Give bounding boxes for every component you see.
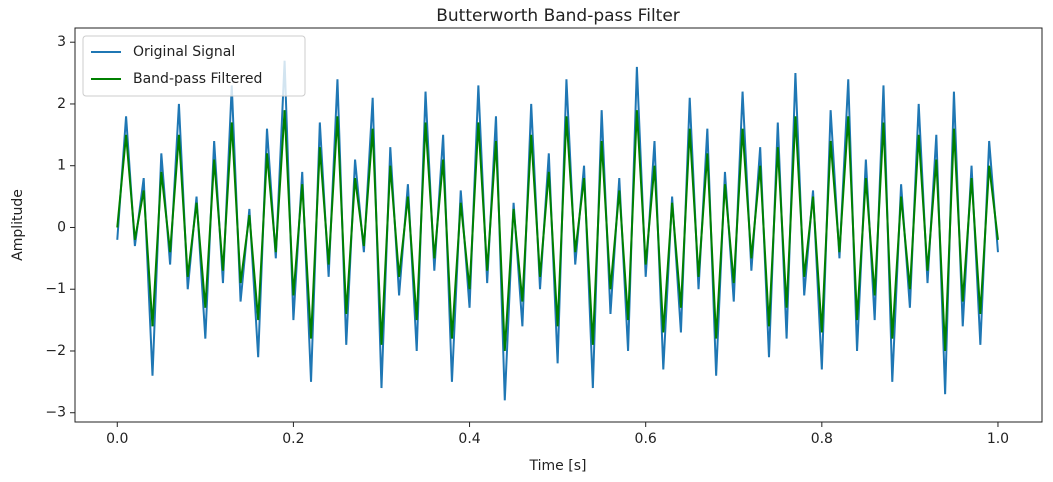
x-axis-label: Time [s] [529, 458, 587, 474]
x-tick-label: 0.6 [635, 431, 657, 447]
y-tick-label: 1 [57, 158, 66, 174]
chart-title: Butterworth Band-pass Filter [436, 6, 680, 26]
x-tick-label: 1.0 [987, 431, 1009, 447]
y-tick-label: 0 [57, 219, 66, 235]
legend-label: Band-pass Filtered [133, 71, 262, 87]
x-tick-label: 0.4 [458, 431, 480, 447]
legend-box [82, 35, 306, 97]
legend-label: Original Signal [133, 44, 235, 60]
y-tick-label: 3 [57, 34, 66, 50]
y-tick-label: −3 [45, 405, 66, 421]
x-tick-label: 0.0 [106, 431, 128, 447]
y-tick-label: −1 [45, 281, 66, 297]
y-axis-label: Amplitude [10, 189, 26, 261]
x-tick-label: 0.8 [811, 431, 833, 447]
series-line [116, 60, 999, 401]
x-tick-label: 0.2 [282, 431, 304, 447]
series-line [116, 110, 999, 352]
y-tick-label: −2 [45, 343, 66, 359]
y-tick-label: 2 [57, 96, 66, 112]
plot-frame [74, 27, 1043, 423]
